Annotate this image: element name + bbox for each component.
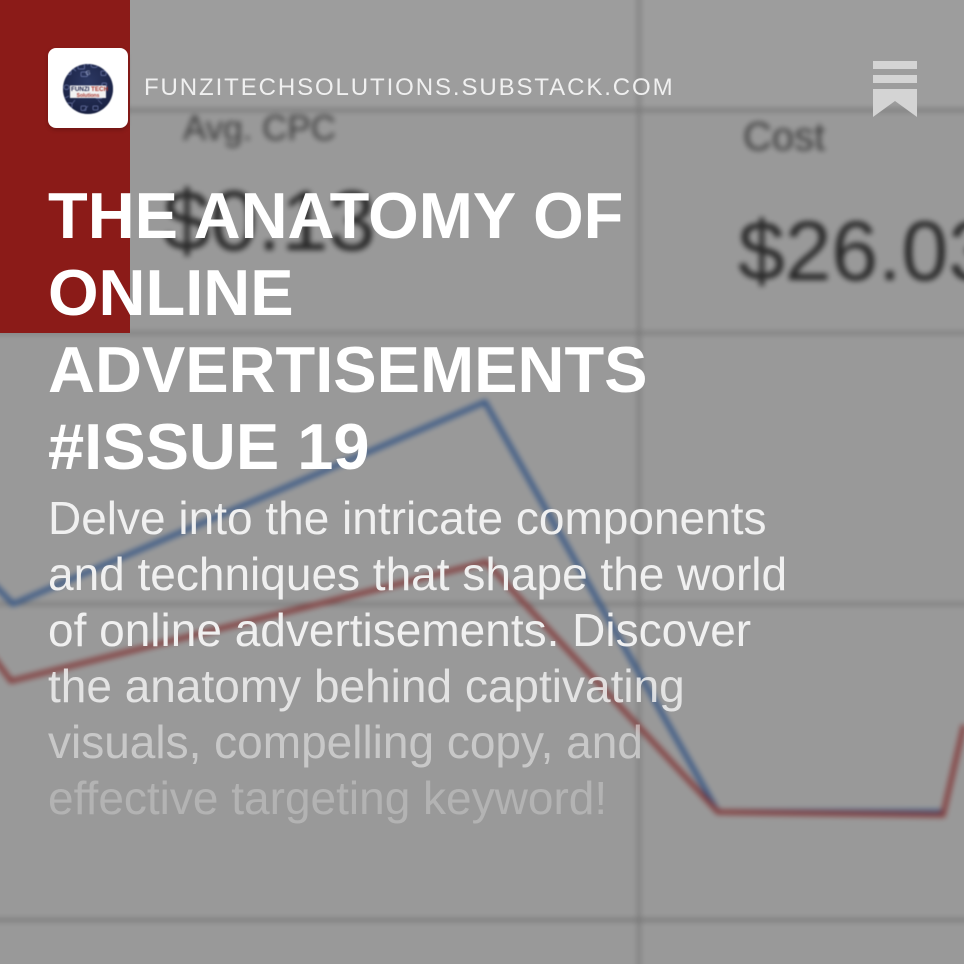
svg-text:G: G <box>85 70 90 77</box>
svg-text:TECH: TECH <box>91 86 109 93</box>
svg-text:Solutions: Solutions <box>77 93 100 99</box>
svg-text:FUNZI: FUNZI <box>71 86 90 93</box>
